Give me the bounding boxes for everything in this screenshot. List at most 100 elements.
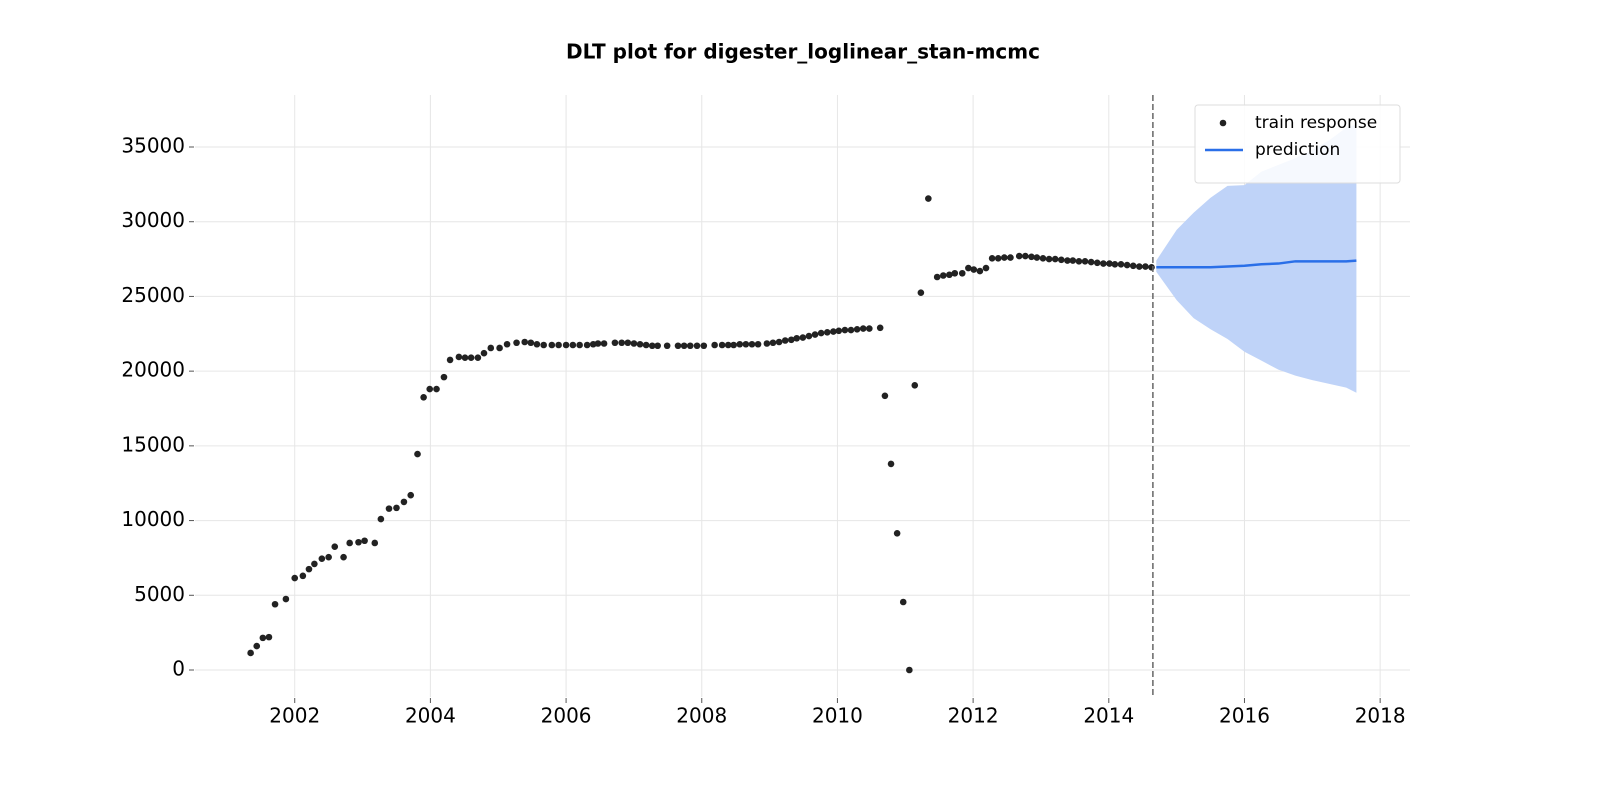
data-point — [748, 340, 756, 348]
data-point — [385, 505, 393, 512]
data-point — [630, 340, 638, 347]
data-point — [467, 354, 475, 361]
data-point — [474, 354, 482, 361]
data-point — [1022, 252, 1029, 260]
data-point — [311, 560, 318, 568]
y-tick-label: 0 — [172, 656, 185, 680]
x-tick-label: 2016 — [1219, 704, 1270, 728]
data-point — [1148, 263, 1155, 271]
data-point — [407, 491, 415, 499]
data-point — [1007, 254, 1014, 261]
chart-title: DLT plot for digester_loglinear_stan-mcm… — [566, 40, 1040, 64]
data-point — [1081, 258, 1089, 265]
data-point — [480, 349, 488, 357]
data-point — [686, 342, 694, 350]
data-point — [853, 326, 861, 333]
y-tick-label: 10000 — [121, 507, 185, 531]
data-point — [624, 339, 632, 347]
data-point — [1075, 258, 1083, 265]
data-point — [400, 498, 408, 506]
data-point — [562, 341, 570, 349]
data-point — [569, 341, 577, 349]
data-point — [887, 460, 895, 468]
data-point — [674, 342, 682, 350]
data-point — [455, 353, 463, 361]
data-point — [724, 341, 732, 349]
data-point — [527, 339, 535, 347]
data-point — [841, 326, 849, 334]
data-point — [533, 340, 541, 348]
data-point — [830, 328, 837, 335]
legend-label: prediction — [1255, 140, 1340, 160]
data-point — [420, 393, 427, 401]
data-point — [769, 339, 777, 347]
data-point — [521, 338, 528, 346]
data-point — [1136, 263, 1143, 270]
data-point — [1045, 255, 1053, 263]
data-point — [1117, 261, 1125, 268]
data-point — [361, 537, 368, 545]
data-point — [1142, 263, 1149, 270]
data-point — [325, 553, 332, 561]
data-point — [775, 338, 783, 346]
data-point — [393, 504, 400, 512]
data-point — [594, 340, 602, 347]
data-point — [487, 344, 495, 352]
data-point — [548, 341, 556, 349]
data-point — [618, 339, 626, 347]
x-tick-label: 2018 — [1355, 704, 1406, 728]
x-tick-label: 2010 — [812, 704, 863, 728]
data-point — [951, 269, 959, 277]
y-tick-label: 5000 — [134, 582, 185, 606]
data-point — [881, 392, 889, 400]
legend: train response prediction — [1194, 104, 1401, 184]
data-point — [763, 340, 771, 347]
data-point — [1129, 262, 1137, 270]
data-point — [742, 340, 750, 348]
data-point — [433, 385, 440, 393]
data-point — [377, 515, 385, 523]
data-point — [461, 354, 469, 361]
data-point — [933, 273, 941, 281]
x-tick-label: 2012 — [948, 704, 999, 728]
data-point — [939, 272, 947, 279]
data-point — [693, 342, 701, 350]
data-point — [642, 341, 650, 349]
x-tick-label: 2006 — [541, 704, 592, 728]
x-tick-label: 2008 — [676, 704, 727, 728]
data-point — [1058, 256, 1065, 264]
data-point — [711, 341, 718, 349]
data-point — [600, 340, 608, 347]
data-point — [847, 326, 855, 334]
data-point — [730, 341, 737, 349]
data-point — [718, 341, 726, 349]
data-point — [648, 342, 656, 350]
data-point — [906, 666, 913, 674]
data-point — [265, 633, 273, 641]
data-point — [1001, 254, 1008, 261]
data-point — [982, 264, 990, 272]
data-point — [305, 565, 313, 573]
data-point — [700, 342, 708, 350]
data-point — [976, 267, 984, 275]
y-tick-label: 35000 — [121, 134, 185, 158]
data-point — [540, 341, 547, 349]
data-point — [788, 336, 795, 344]
data-point — [446, 356, 454, 364]
data-point — [817, 329, 825, 337]
data-point — [583, 341, 591, 349]
data-point — [1033, 254, 1041, 261]
data-point — [965, 264, 972, 272]
data-point — [994, 255, 1002, 262]
data-point — [1015, 252, 1023, 260]
legend-marker — [1219, 119, 1227, 127]
data-point — [331, 543, 339, 551]
prediction-band — [1156, 124, 1357, 393]
data-point — [636, 340, 644, 348]
data-point — [414, 450, 421, 458]
data-point — [876, 324, 884, 332]
data-point — [611, 339, 619, 347]
legend-box — [1194, 104, 1401, 184]
data-point — [1069, 257, 1077, 264]
